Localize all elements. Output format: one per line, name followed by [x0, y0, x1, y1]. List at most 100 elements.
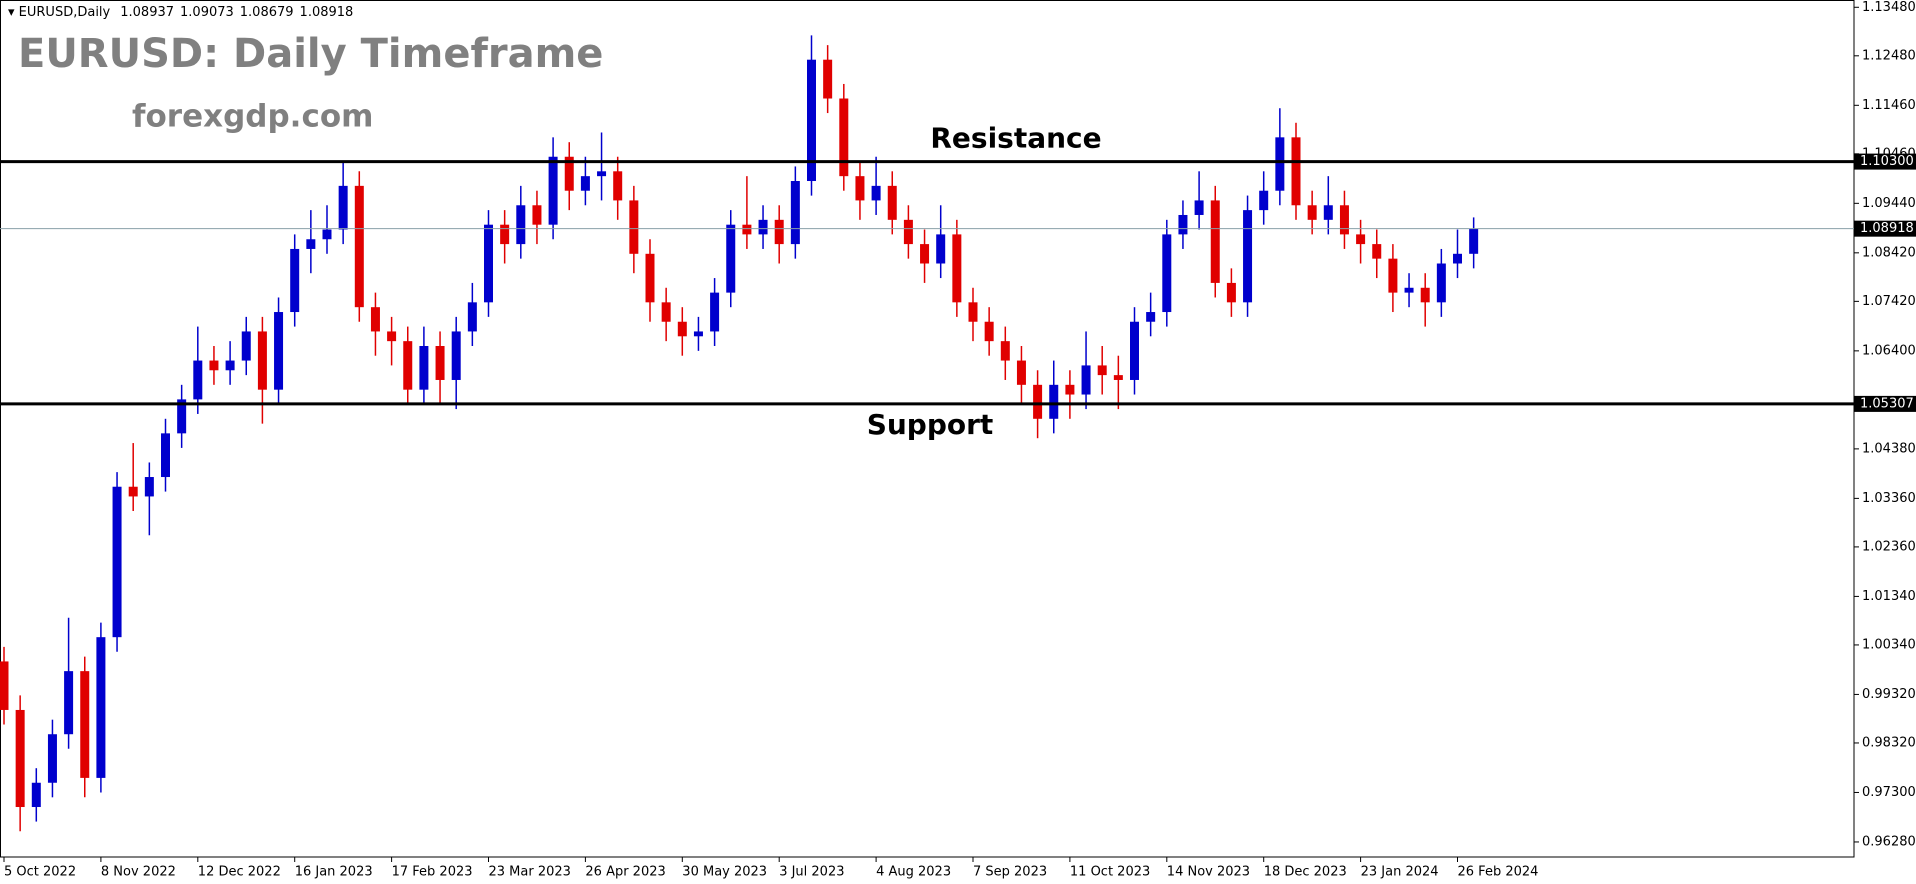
level-price-label: 1.10300 — [1860, 154, 1914, 169]
candle-body — [403, 341, 413, 390]
candle-body — [677, 321, 687, 337]
x-tick-label: 12 Dec 2022 — [198, 865, 281, 880]
candle-body — [726, 224, 736, 293]
header-triangle: ▾ — [8, 5, 19, 20]
price-label-box — [1854, 220, 1916, 237]
x-tick-label: 7 Sep 2023 — [973, 865, 1047, 880]
x-tick-label: 16 Jan 2023 — [295, 865, 373, 880]
candle-body — [484, 224, 493, 303]
candle-body — [451, 331, 461, 380]
candle-body — [338, 185, 348, 230]
candle-body — [370, 307, 380, 332]
candle-body — [693, 331, 703, 337]
candle-body — [387, 331, 397, 342]
candle-body — [1453, 253, 1462, 264]
x-tick-label: 23 Jan 2024 — [1361, 865, 1439, 880]
candle-body — [1323, 205, 1333, 220]
candle-body — [161, 433, 170, 478]
candle-body — [952, 234, 962, 303]
candle-body — [839, 98, 849, 177]
candle-body — [629, 200, 639, 254]
header: ▾ EURUSD,Daily 1.08937 1.09073 1.08679 1.089… — [8, 5, 353, 20]
y-tick-label: 0.99320 — [1862, 687, 1916, 702]
candle-body — [1356, 234, 1366, 245]
candle-body — [257, 331, 267, 390]
candle-body — [128, 486, 138, 497]
candle-body — [241, 331, 251, 361]
candle-body — [0, 661, 9, 710]
y-tick-label: 1.01340 — [1862, 589, 1916, 604]
level-price-label: 1.05307 — [1860, 396, 1914, 411]
candle-body — [661, 302, 671, 322]
y-tick-label: 1.04380 — [1862, 441, 1916, 456]
y-tick-label: 1.08420 — [1862, 245, 1916, 260]
x-tick-label: 30 May 2023 — [682, 865, 767, 880]
candle-body — [1210, 200, 1220, 283]
candle-body — [564, 156, 574, 191]
candle-body — [936, 234, 946, 264]
candle-body — [15, 709, 25, 808]
candle-body — [306, 239, 316, 249]
y-tick-label: 1.12480 — [1862, 48, 1916, 63]
level-name: Resistance — [930, 122, 1101, 155]
x-tick-label: 4 Aug 2023 — [876, 865, 951, 880]
candle-body — [1388, 258, 1398, 293]
candle-body — [1436, 263, 1446, 303]
candle-body — [193, 360, 203, 400]
x-tick-label: 3 Jul 2023 — [779, 865, 844, 880]
candle-body — [144, 477, 154, 497]
candle-body — [968, 302, 978, 322]
x-tick-label: 23 Mar 2023 — [489, 865, 571, 880]
candle-body — [1372, 244, 1382, 259]
header-open: 1.08937 — [120, 5, 174, 20]
candle-body — [1194, 200, 1204, 215]
candle-body — [209, 360, 219, 371]
candle-body — [613, 171, 623, 201]
candle-body — [1113, 375, 1123, 380]
chart-title: EURUSD: Daily Timeframe — [18, 31, 603, 77]
header-high: 1.09073 — [180, 5, 234, 20]
candle-body — [1243, 210, 1253, 303]
candle-body — [1162, 234, 1172, 313]
candle-body — [1307, 205, 1317, 220]
level-name: Support — [867, 408, 994, 441]
candle-body — [887, 185, 897, 220]
candle-body — [516, 205, 526, 245]
candle-body — [225, 360, 235, 371]
candle-body — [1000, 341, 1010, 361]
candle-body — [1033, 384, 1043, 419]
chart-subtitle: forexgdp.com — [132, 99, 373, 135]
x-tick-label: 26 Feb 2024 — [1458, 865, 1539, 880]
candle-body — [1404, 287, 1414, 293]
candle-body — [597, 171, 607, 177]
candle-body — [1259, 190, 1269, 211]
candle-body — [790, 181, 800, 245]
candle-body — [580, 176, 590, 191]
y-tick-label: 1.02360 — [1862, 539, 1916, 554]
candle-body — [1081, 365, 1091, 395]
candle-body — [1049, 384, 1059, 419]
candle-body — [80, 671, 90, 778]
y-tick-label: 1.13480 — [1862, 0, 1916, 15]
candle-body — [855, 176, 865, 201]
candle-body — [823, 59, 833, 99]
y-tick-label: 1.06400 — [1862, 343, 1916, 358]
candle-body — [1130, 321, 1139, 380]
candle-body — [548, 156, 558, 225]
candle-body — [354, 185, 364, 308]
candle-body — [1420, 287, 1430, 303]
candle-body — [274, 312, 284, 390]
candle-body — [984, 321, 994, 342]
price-label-box — [1854, 153, 1916, 170]
y-tick-label: 1.00340 — [1862, 637, 1916, 652]
x-tick-label: 26 Apr 2023 — [585, 865, 665, 880]
candle-body — [1178, 214, 1188, 235]
plot-frame — [0, 0, 1855, 858]
candle-body — [1226, 282, 1236, 303]
symbol-info: EURUSD,Daily — [19, 5, 111, 20]
candle-body — [112, 486, 122, 638]
candle-body — [1469, 228, 1479, 254]
candle-body — [290, 248, 300, 313]
candle-body — [1275, 137, 1285, 191]
